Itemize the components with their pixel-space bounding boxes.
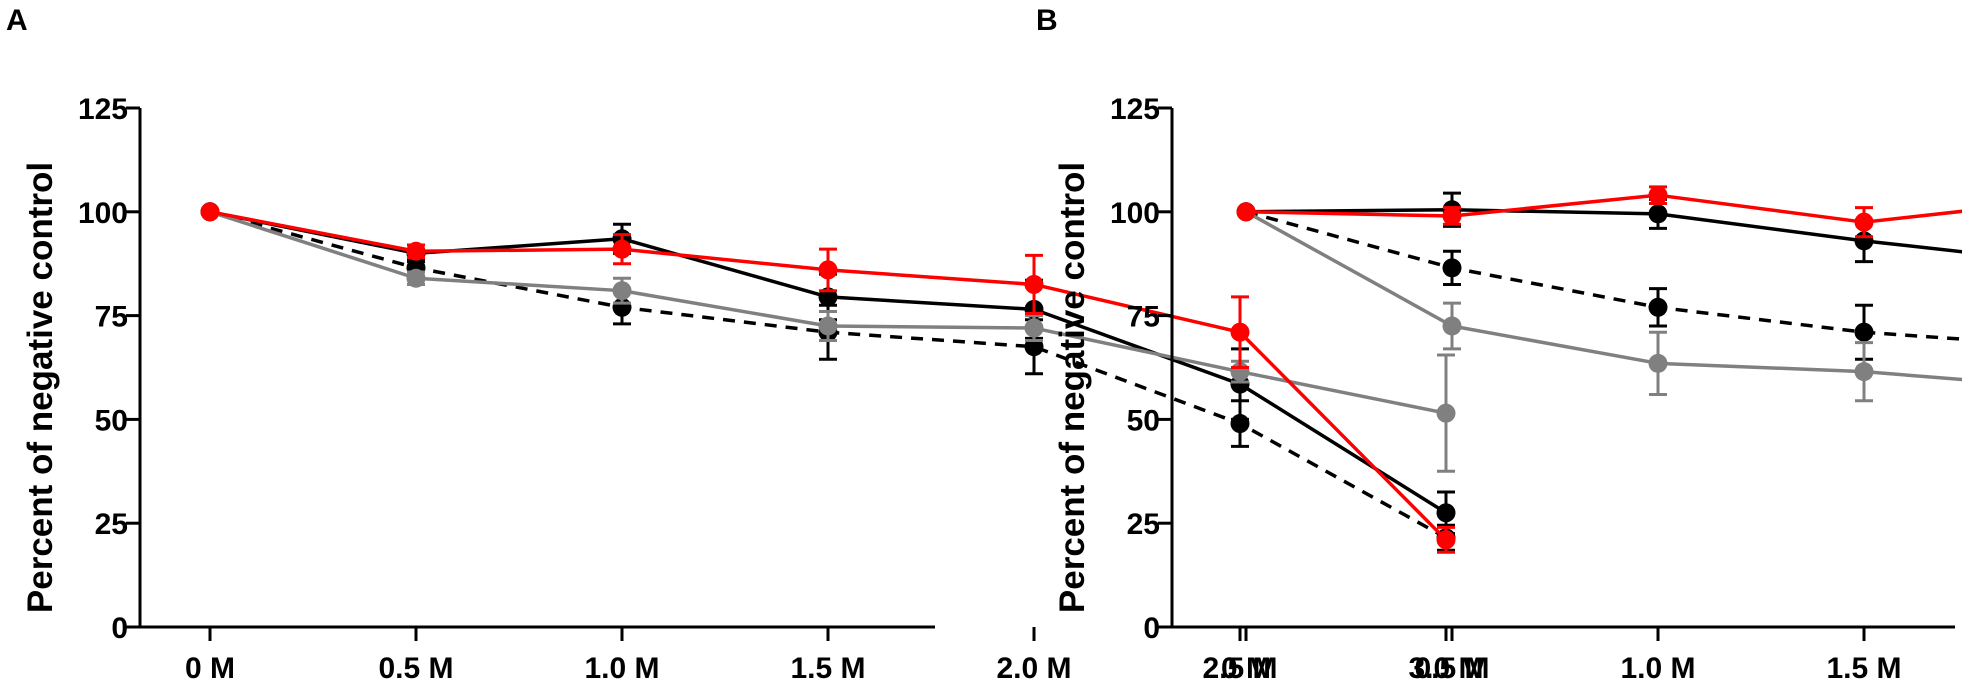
chart0-x-tick-label-2: 1.0 M [584, 652, 659, 684]
chart0-series-gray [200, 202, 1456, 473]
chart1-x-tick-label-0: 0 M [1221, 652, 1271, 684]
chart0-y-tick-label-25: 25 [95, 508, 128, 541]
chart0-x-tick-label-0: 0 M [185, 652, 235, 684]
chart0-x-tick-label-1: 0.5 M [378, 652, 453, 684]
chart0-gray-point-4 [1024, 318, 1044, 338]
chart1-gray-point-2 [1648, 353, 1668, 373]
chart0-y-tick-label-75: 75 [95, 301, 128, 334]
chart1-y-tick-label-125: 125 [1110, 93, 1160, 126]
chart1-y-tick-label-75: 75 [1127, 301, 1160, 334]
chart0-red-point-5 [1230, 322, 1250, 342]
chart0-red-point-2 [612, 239, 632, 259]
chart1-y-tick-label-0: 0 [1143, 612, 1160, 645]
chart1-red-line [1245, 193, 1962, 224]
chart0-x-tick-label-6: 3.0 M [1408, 652, 1483, 684]
chart1-y-axis-title: Percent of negative control [1053, 162, 1092, 613]
chart0-y-tick-label-50: 50 [95, 404, 128, 437]
chart1-y-tick-label-100: 100 [1110, 197, 1160, 230]
chart0-gray-point-2 [612, 281, 632, 301]
chart1-x-tick-label-2: 1.0 M [1620, 652, 1695, 684]
panel-label-b: B [1036, 4, 1058, 37]
chart-panel-a: 0 25 50 75 100 125 0 M 0.5 M 1.0 M 1.5 M 2.0 M 2.5 … [21, 93, 1484, 684]
chart1-black-solid-line [1245, 207, 1962, 254]
chart1-red-point-1 [1442, 206, 1462, 226]
chart0-x-tick-label-5: 2.5 M [1202, 652, 1277, 684]
chart1-black-solid-point-2 [1648, 204, 1668, 224]
chart1-gray-line [1245, 210, 1962, 382]
chart0-red-point-0 [200, 202, 220, 222]
chart0-black-solid-point-6 [1436, 503, 1456, 523]
chart0-x-tick-label-4: 2.0 M [996, 652, 1071, 684]
chart0-y-axis-title: Percent of negative control [21, 162, 60, 613]
chart1-series-black-solid [1236, 191, 1962, 264]
chart0-gray-point-6 [1436, 403, 1456, 423]
chart1-black-dashed-line [1245, 210, 1962, 341]
chart0-black-dashed-point-5 [1230, 414, 1250, 434]
chart1-black-dashed-point-3 [1854, 322, 1874, 342]
chart1-y-tick-label-25: 25 [1127, 508, 1160, 541]
chart1-series-red [1236, 185, 1962, 239]
chart1-black-dashed-point-1 [1442, 258, 1462, 278]
chart1-red-point-3 [1854, 212, 1874, 232]
chart0-gray-point-3 [818, 316, 838, 336]
chart1-gray-point-1 [1442, 316, 1462, 336]
chart1-x-tick-label-3: 1.5 M [1826, 652, 1901, 684]
chart0-y-tick-label-100: 100 [78, 197, 128, 230]
chart1-series-gray [1236, 202, 1962, 403]
chart0-y-tick-label-0: 0 [111, 612, 128, 645]
chart1-x-tick-label-1: 0.5 M [1414, 652, 1489, 684]
chart1-red-point-2 [1648, 185, 1668, 205]
chart1-y-tick-label-50: 50 [1127, 404, 1160, 437]
chart1-red-point-0 [1236, 202, 1256, 222]
chart0-red-point-3 [818, 260, 838, 280]
chart0-gray-point-1 [406, 268, 426, 288]
chart1-gray-point-3 [1854, 362, 1874, 382]
chart0-y-tick-label-125: 125 [78, 93, 128, 126]
chart0-red-point-6 [1436, 530, 1456, 550]
chart0-red-point-4 [1024, 274, 1044, 294]
chart0-x-tick-label-3: 1.5 M [790, 652, 865, 684]
panel-label-a: A [6, 4, 28, 37]
chart1-black-dashed-point-2 [1648, 297, 1668, 317]
chart0-red-point-1 [406, 241, 426, 261]
chart0-series-red [200, 202, 1456, 554]
